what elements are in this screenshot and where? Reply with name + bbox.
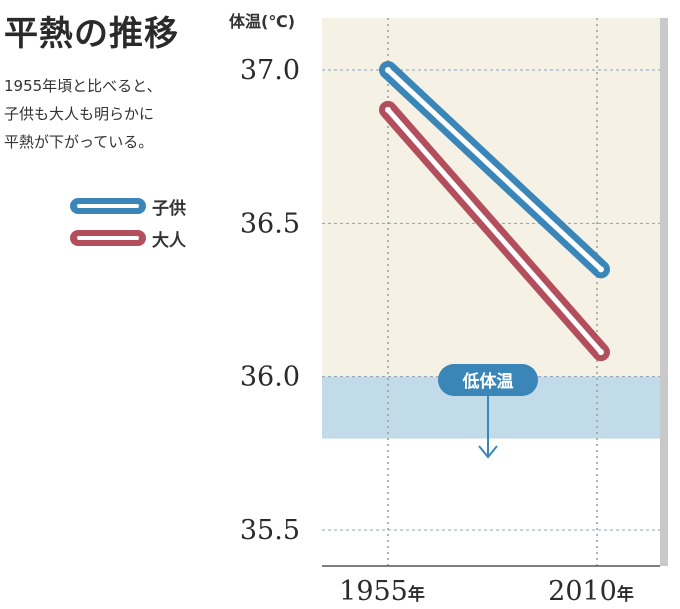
legend-item-adult: 大人 [70, 230, 210, 260]
y-tick-label: 35.5 [240, 515, 300, 546]
plot-right-edge [660, 18, 668, 566]
low-temp-badge-label: 低体温 [462, 371, 514, 392]
legend-label-child: 子供 [152, 199, 186, 219]
x-tick-label: 2010年 [548, 576, 634, 607]
data-point-child [385, 67, 391, 73]
chart-title: 平熱の推移 [4, 14, 179, 54]
data-point-adult [598, 349, 604, 356]
data-point-child [598, 266, 604, 273]
y-tick-label: 37.0 [240, 55, 300, 86]
y-tick-label: 36.0 [240, 362, 300, 393]
series-line-inner-child [385, 67, 604, 272]
x-tick-year: 2010 [548, 576, 617, 607]
below-band-area [322, 438, 660, 566]
low-temp-badge [438, 364, 538, 396]
y-axis-label: 体温(℃) [229, 12, 296, 31]
x-tick-suffix: 年 [617, 584, 634, 605]
x-tick-year: 1955 [339, 576, 408, 607]
legend-label-adult: 大人 [152, 231, 186, 251]
x-tick-label: 1955年 [339, 576, 425, 607]
description-line: 子供も大人も明らかに [4, 105, 155, 123]
description-line: 平熱が下がっている。 [4, 133, 154, 151]
description-line: 1955年頃と比べると、 [4, 77, 162, 95]
description: 1955年頃と比べると、 子供も大人も明らかに 平熱が下がっている。 [4, 72, 224, 156]
legend-swatch-adult [70, 230, 146, 246]
down-arrow-head [478, 445, 498, 459]
legend-swatch-child [70, 198, 146, 214]
series-line-inner-adult [385, 107, 604, 355]
y-tick-label: 36.5 [240, 208, 300, 239]
legend-item-child: 子供 [70, 198, 210, 228]
x-tick-suffix: 年 [408, 584, 425, 605]
data-point-adult [385, 106, 391, 113]
